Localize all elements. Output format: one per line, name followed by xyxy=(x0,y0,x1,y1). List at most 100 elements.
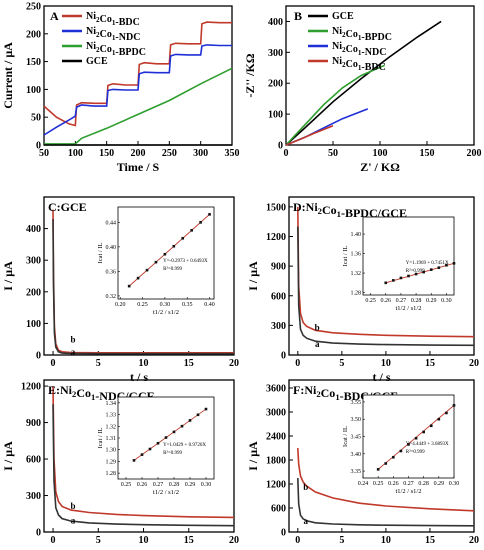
inset-point xyxy=(190,229,193,232)
panel-label: D:Ni2Co1-BPDC/GCE xyxy=(293,200,407,220)
plot-frame xyxy=(43,379,235,533)
text-part: 1 xyxy=(112,34,116,42)
legend-entry: Ni2Co1-BPDC xyxy=(86,41,146,58)
inset-frame xyxy=(362,394,455,479)
inset-x-tick-label: 0.35 xyxy=(182,302,193,308)
text-part: -NDC xyxy=(361,47,386,58)
inset: 0.24 0.25 0.26 0.27 0.28 0.29 0.30 3.35 3.40 3.45… xyxy=(342,394,459,495)
inset-y-label: Icat / IL xyxy=(97,428,104,449)
x-tick-label: 0 xyxy=(295,535,300,546)
series-line xyxy=(285,20,442,146)
plot-frame xyxy=(285,5,475,146)
text-part: Ni xyxy=(332,41,342,52)
y-tick-label: 600 xyxy=(271,504,286,515)
y-tick-label: 100 xyxy=(26,319,41,330)
series-line xyxy=(285,125,334,146)
inset-equation: Y=-0.2973 + 0.6493X xyxy=(163,259,208,264)
inset-point xyxy=(188,419,192,422)
inset-point xyxy=(392,279,395,282)
inset-equation: Y=4.4449 + 3.6893X xyxy=(406,442,449,447)
inset-point xyxy=(445,411,448,415)
y-tick-label: 1800 xyxy=(266,456,286,467)
y-tick-label: 0 xyxy=(36,351,41,362)
inset-x-tick-label: 0.25 xyxy=(137,302,148,308)
inset-x-tick-label: 0.30 xyxy=(441,298,452,304)
inset-point xyxy=(452,262,456,265)
text-part: Ni xyxy=(332,26,342,37)
y-tick-label: 600 xyxy=(271,291,286,302)
x-tick-label: 0 xyxy=(51,535,56,546)
text-part: E:Ni xyxy=(48,383,73,397)
inset-point xyxy=(148,447,152,451)
y-axis-label: I / μA xyxy=(246,261,260,291)
text-part: 1 xyxy=(112,19,116,27)
inset-point xyxy=(145,268,149,272)
text-part: Co xyxy=(76,386,91,400)
x-tick-label: 0 xyxy=(51,358,56,369)
y-tick-label: 0 xyxy=(36,528,41,539)
x-tick-label: 10 xyxy=(381,358,391,369)
text-part: Co xyxy=(322,203,337,217)
inset-point xyxy=(399,449,403,453)
text-part: GCE xyxy=(332,11,354,22)
inset-x-tick-label: 0.25 xyxy=(365,298,376,304)
inset-y-tick-label: 3.50 xyxy=(351,417,362,423)
panel-D: 0 5 10 15 20 0 300 600 900 1200 1500 t / s I / μA D:N… xyxy=(246,196,479,384)
inset-y-tick-label: 1.36 xyxy=(351,252,362,258)
text-part: Co xyxy=(100,44,112,55)
text-part: 1 xyxy=(335,392,339,402)
curve-label: b xyxy=(70,334,75,344)
inset-point xyxy=(376,468,380,471)
x-tick-label: 5 xyxy=(96,535,101,546)
inset-x-tick-label: 0.40 xyxy=(204,302,215,308)
inset-x-tick-label: 0.25 xyxy=(373,481,384,487)
inset-fit-line xyxy=(385,262,455,284)
inset-x-tick-label: 0.29 xyxy=(434,481,445,487)
y-tick-label: 300 xyxy=(26,256,41,267)
text-part: 1 xyxy=(358,34,362,42)
inset-point xyxy=(429,424,433,428)
inset-x-tick-label: 0.27 xyxy=(396,298,407,304)
text-part: -BPDC/GCE xyxy=(341,206,407,220)
text-part: -BDC xyxy=(115,17,139,28)
text-part: 1 xyxy=(91,392,95,402)
inset-point xyxy=(204,407,208,411)
x-tick-label: 200 xyxy=(467,148,482,159)
text-part: 2 xyxy=(342,61,346,69)
y-tick-label: 300 xyxy=(26,491,41,502)
inset-y-tick-label: 0.44 xyxy=(106,220,117,226)
inset-fit-line xyxy=(128,214,210,287)
inset-point xyxy=(127,284,131,288)
y-tick-label: 900 xyxy=(26,418,41,429)
x-tick-label: 15 xyxy=(184,358,194,369)
inset-point xyxy=(154,260,158,264)
curve-label: a xyxy=(71,347,76,357)
inset-y-label: Icat / IL xyxy=(342,246,349,267)
inset-point xyxy=(196,413,200,417)
inset-point xyxy=(392,455,395,459)
curve-label: a xyxy=(315,339,320,349)
x-tick-label: 15 xyxy=(425,358,435,369)
x-axis-label: t / s xyxy=(373,547,391,550)
inset-y-tick-label: 1.30 xyxy=(106,448,117,454)
inset: 0.20 0.25 0.30 0.35 0.40 0.32 0.36 0.40 0.44 t1/2… xyxy=(97,206,215,316)
legend-entry: GCE xyxy=(86,56,108,67)
x-tick-label: 20 xyxy=(229,535,239,546)
inset-y-tick-label: 0.36 xyxy=(106,269,117,275)
text-part: Ni xyxy=(332,56,342,67)
y-tick-label: 1200 xyxy=(266,232,286,243)
inset-x-tick-label: 0.24 xyxy=(358,481,369,487)
inset-point xyxy=(163,252,167,256)
inset-x-tick-label: 0.29 xyxy=(426,298,437,304)
curve-label: a xyxy=(71,515,76,525)
inset-x-tick-label: 0.28 xyxy=(411,298,422,304)
x-tick-label: 200 xyxy=(131,148,146,159)
inset-x-tick-label: 0.26 xyxy=(388,481,399,487)
inset-y-label: Icat / IL xyxy=(342,426,349,447)
x-tick-label: 300 xyxy=(193,148,208,159)
inset-x-tick-label: 0.20 xyxy=(115,302,126,308)
inset-equation: Y=1.1969 + 0.7451X xyxy=(406,261,449,266)
inset-x-label: t1/2 / s1/2 xyxy=(153,309,179,316)
y-axis-label: -Z'' /KΩ xyxy=(243,53,257,97)
x-tick-label: 10 xyxy=(139,358,149,369)
